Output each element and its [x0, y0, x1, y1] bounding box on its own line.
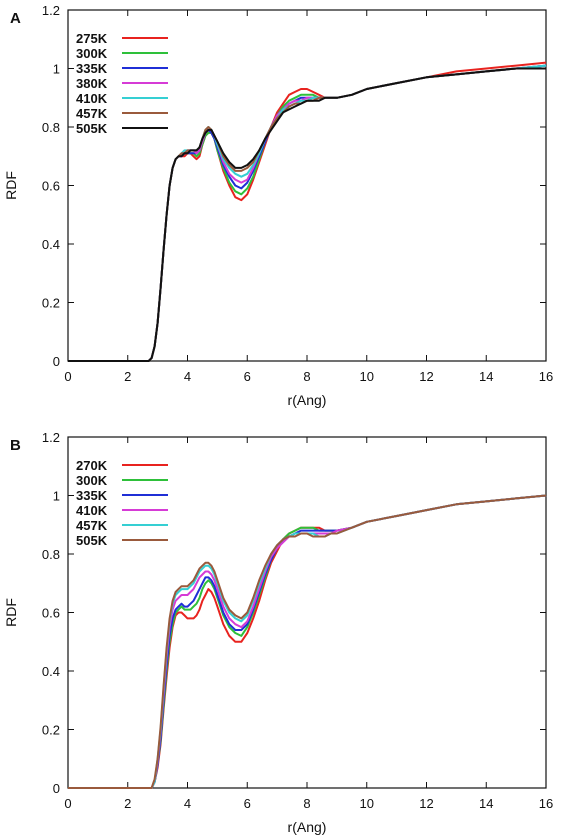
y-tick-label: 0.8: [42, 547, 60, 562]
y-tick-label: 0.8: [42, 120, 60, 135]
legend-label: 300K: [76, 473, 108, 488]
series-line-275k: [68, 61, 547, 362]
chart-panel-a: A 0 2 4 6 8 10 12 14 16 0 0.2 0.4 0.6 0.8 1 1.2 r(Ang) RDF…: [3, 3, 553, 408]
y-axis-label: RDF: [3, 171, 19, 200]
x-tick-label: 10: [360, 369, 374, 384]
x-tick-label: 4: [184, 796, 191, 811]
legend-label: 380K: [76, 76, 108, 91]
legend-label: 410K: [76, 91, 108, 106]
x-axis-label: r(Ang): [288, 819, 327, 835]
x-tick-label: 8: [303, 796, 310, 811]
legend-label: 457K: [76, 518, 108, 533]
x-tick-label: 4: [184, 369, 191, 384]
y-tick-label: 0: [53, 354, 60, 369]
plot-frame: [67, 9, 547, 362]
series-line-380k: [68, 64, 547, 362]
x-tick-label: 2: [124, 796, 131, 811]
plot-frame: [67, 436, 547, 789]
y-tick-label: 0.4: [42, 664, 60, 679]
series-line-410k: [68, 64, 547, 362]
x-tick-label: 2: [124, 369, 131, 384]
panel-label: B: [10, 437, 21, 454]
y-tick-label: 1: [53, 62, 60, 77]
x-tick-label: 14: [479, 369, 493, 384]
legend-label: 270K: [76, 458, 108, 473]
x-tick-label: 0: [64, 369, 71, 384]
x-tick-label: 16: [539, 369, 553, 384]
x-tick-label: 8: [303, 369, 310, 384]
y-tick-label: 0.6: [42, 179, 60, 194]
x-tick-label: 0: [64, 796, 71, 811]
y-tick-label: 0.2: [42, 296, 60, 311]
chart-panel-b: B 0 2 4 6 8 10 12 14 16 0 0.2 0.4 0.6 0.8 1 1.2 r(Ang) RDF…: [3, 430, 553, 835]
legend-label: 275K: [76, 31, 108, 46]
x-tick-label: 16: [539, 796, 553, 811]
y-tick-label: 0: [53, 781, 60, 796]
legend-label: 505K: [76, 533, 108, 548]
legend-label: 300K: [76, 46, 108, 61]
legend-label: 457K: [76, 106, 108, 121]
series-line-300k: [68, 64, 547, 362]
legend-label: 335K: [76, 61, 108, 76]
panel-label: A: [10, 10, 21, 27]
x-axis-label: r(Ang): [288, 392, 327, 408]
legend-label: 335K: [76, 488, 108, 503]
y-axis-label: RDF: [3, 598, 19, 627]
legend-label: 505K: [76, 121, 108, 136]
y-tick-label: 1.2: [42, 430, 60, 445]
x-tick-label: 6: [244, 796, 251, 811]
y-tick-label: 0.4: [42, 237, 60, 252]
x-tick-label: 12: [419, 369, 433, 384]
series-line-335k: [68, 494, 547, 789]
x-tick-label: 10: [360, 796, 374, 811]
y-tick-label: 0.6: [42, 606, 60, 621]
legend-label: 410K: [76, 503, 108, 518]
series-line-505k: [68, 67, 546, 362]
x-tick-label: 12: [419, 796, 433, 811]
series-line-335k: [68, 64, 547, 362]
series-line-505k: [68, 494, 547, 789]
x-tick-label: 14: [479, 796, 493, 811]
x-tick-label: 6: [244, 369, 251, 384]
y-tick-label: 1: [53, 489, 60, 504]
y-tick-label: 1.2: [42, 3, 60, 18]
y-tick-label: 0.2: [42, 723, 60, 738]
